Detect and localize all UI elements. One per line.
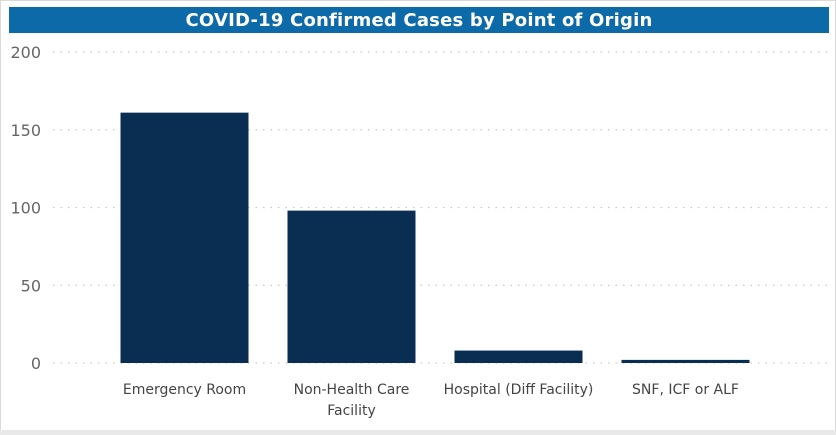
bar-3[interactable] xyxy=(621,359,750,363)
x-category-label: Non-Health Care xyxy=(294,382,410,398)
y-tick-label: 200 xyxy=(10,43,41,62)
x-category-label: Hospital (Diff Facility) xyxy=(444,382,594,398)
frame-bottom-edge xyxy=(0,430,836,435)
y-tick-label: 100 xyxy=(10,199,41,218)
x-category-label: Facility xyxy=(327,403,376,419)
x-category-label: Emergency Room xyxy=(123,382,246,398)
bar-1[interactable] xyxy=(287,210,416,363)
bar-0[interactable] xyxy=(120,112,249,364)
chart-plot-area: 0 50 100 150 200 Emergency Room Non-Health Car… xyxy=(10,43,829,419)
y-tick-label: 50 xyxy=(21,276,41,295)
x-category-label: SNF, ICF or ALF xyxy=(632,382,739,398)
bar-2[interactable] xyxy=(454,350,583,363)
y-tick-label: 0 xyxy=(31,354,41,373)
chart-title: COVID-19 Confirmed Cases by Point of Ori… xyxy=(9,7,829,33)
y-tick-label: 150 xyxy=(10,121,41,140)
